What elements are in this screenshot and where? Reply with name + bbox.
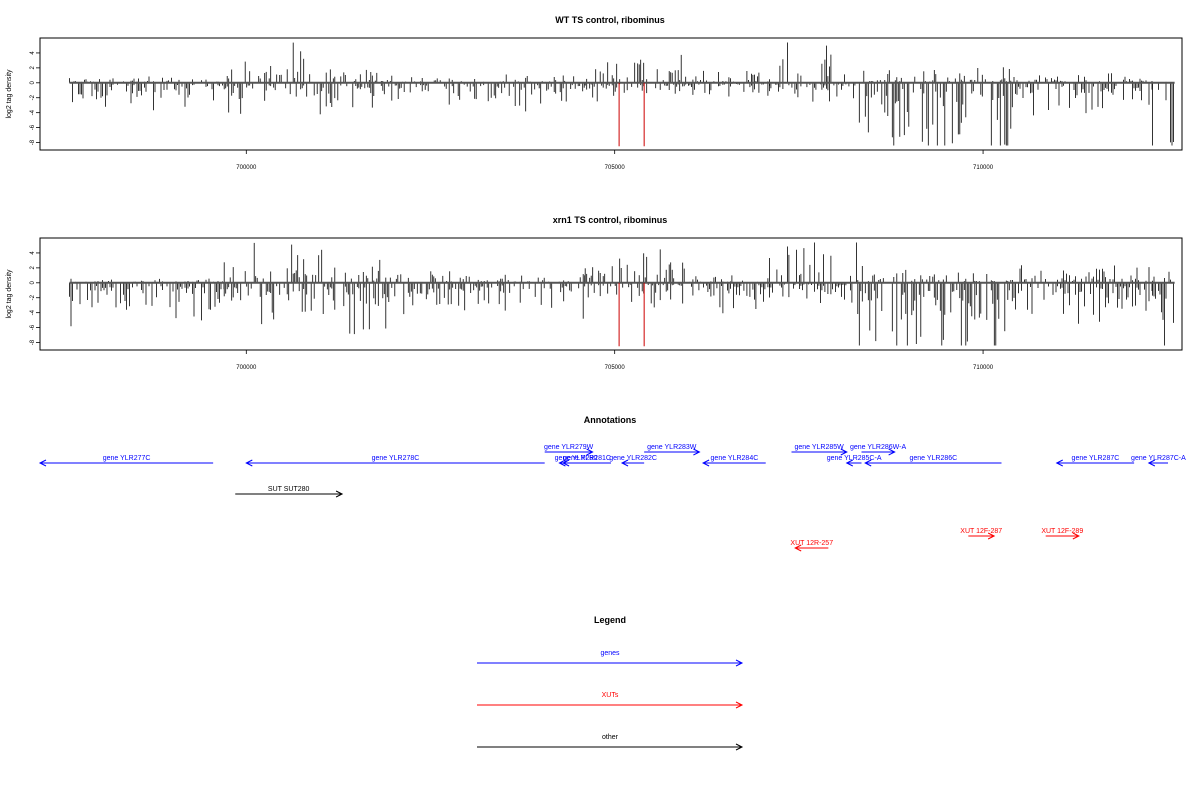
feature-arrow-head bbox=[1055, 459, 1063, 467]
y-tick-label: -2 bbox=[30, 94, 36, 100]
feature-label: gene YLR287C bbox=[1072, 455, 1120, 462]
y-tick-label: -2 bbox=[30, 294, 36, 300]
legend-title: Legend bbox=[594, 615, 626, 625]
feature-gene: gene YLR279W bbox=[544, 444, 594, 456]
y-tick-label: -6 bbox=[30, 324, 36, 330]
feature-label: XUT 12R-257 bbox=[790, 540, 833, 547]
feature-arrow-head bbox=[864, 459, 872, 467]
feature-label: XUT 12F-287 bbox=[960, 528, 1002, 535]
y-tick-label: 0 bbox=[30, 80, 36, 84]
feature-xut: XUT 12F-289 bbox=[1041, 528, 1083, 540]
feature-arrow-head bbox=[620, 459, 629, 467]
feature-gene: gene YLR283W bbox=[644, 444, 701, 456]
feature-arrow-head bbox=[845, 459, 853, 467]
feature-arrow-head bbox=[1072, 532, 1080, 540]
legend-label: other bbox=[602, 734, 619, 741]
xrn1-density-panel: xrn1 TS control, ribominus log2 tag dens… bbox=[6, 215, 1183, 371]
feature-gene: gene YLR281C bbox=[561, 455, 611, 467]
y-tick-label: -8 bbox=[30, 339, 36, 345]
feature-label: gene YLR286W-A bbox=[850, 444, 906, 451]
feature-label: gene YLR281C bbox=[563, 455, 611, 462]
feature-label: gene YLR279W bbox=[544, 444, 594, 451]
feature-gene: gene YLR285W bbox=[791, 444, 848, 456]
feature-xut: XUT 12R-257 bbox=[790, 540, 833, 552]
feature-label: gene YLR277C bbox=[103, 455, 151, 462]
plot-frame bbox=[39, 37, 1183, 151]
y-tick-label: 2 bbox=[30, 66, 36, 70]
feature-arrow-head bbox=[987, 532, 996, 540]
feature-arrow-head bbox=[888, 448, 896, 456]
feature-gene: gene YLR286W-A bbox=[850, 444, 906, 456]
wt-density-panel: WT TS control, ribominus log2 tag densit… bbox=[6, 15, 1183, 171]
y-tick-label: -8 bbox=[30, 139, 36, 145]
feature-arrow-head bbox=[38, 459, 47, 467]
feature-label: gene YLR284C bbox=[711, 455, 759, 462]
feature-gene: gene YLR284C bbox=[701, 455, 766, 467]
feature-arrow-head bbox=[701, 459, 710, 467]
feature-arrow-head bbox=[794, 544, 802, 552]
feature-arrow-head bbox=[693, 448, 701, 456]
annotations-track: Annotations gene YLR277C gene YLR278C gene… bbox=[38, 415, 1186, 552]
legend-arrow-head bbox=[735, 659, 744, 667]
legend-arrow-head bbox=[735, 701, 744, 709]
legend-item-xut: XUTs bbox=[477, 692, 744, 709]
legend-label: XUTs bbox=[602, 692, 619, 699]
y-tick-label: 4 bbox=[30, 251, 36, 255]
feature-label: gene YLR280 bbox=[555, 455, 598, 462]
feature-label: gene YLR285C-A bbox=[827, 455, 882, 462]
x-tick-label: 710000 bbox=[973, 365, 994, 371]
feature-label: XUT 12F-289 bbox=[1041, 528, 1083, 535]
density-bars bbox=[69, 242, 1174, 346]
feature-gene: gene YLR285C-A bbox=[827, 455, 882, 467]
legend-item-other: other bbox=[477, 734, 744, 751]
feature-label: gene YLR282C bbox=[609, 455, 657, 462]
feature-arrow-head bbox=[558, 459, 566, 467]
annotations-title: Annotations bbox=[584, 415, 637, 425]
y-tick-label: 4 bbox=[30, 51, 36, 55]
feature-label: gene YLR287C-A bbox=[1131, 455, 1186, 462]
y-tick-label: -6 bbox=[30, 124, 36, 130]
legend: Legend genes XUTs other bbox=[477, 615, 744, 751]
x-tick-label: 710000 bbox=[973, 165, 994, 171]
y-tick-label: -4 bbox=[30, 309, 36, 315]
feature-other: SUT SUT280 bbox=[235, 486, 344, 498]
feature-arrow-head bbox=[586, 448, 594, 456]
feature-gene: gene YLR287C-A bbox=[1131, 455, 1186, 467]
feature-gene: gene YLR287C bbox=[1055, 455, 1135, 467]
wt-panel-title: WT TS control, ribominus bbox=[555, 15, 665, 25]
feature-arrow-head bbox=[840, 448, 848, 456]
feature-arrow-head bbox=[245, 459, 253, 467]
feature-label: gene YLR278C bbox=[372, 455, 420, 462]
feature-arrow-head bbox=[335, 490, 344, 498]
legend-label: genes bbox=[600, 650, 620, 657]
y-tick-label: -4 bbox=[30, 109, 36, 115]
feature-xut: XUT 12F-287 bbox=[960, 528, 1002, 540]
feature-gene: gene YLR278C bbox=[245, 455, 545, 467]
x-tick-label: 705000 bbox=[605, 165, 626, 171]
plot-frame bbox=[39, 237, 1183, 351]
feature-gene: gene YLR282C bbox=[609, 455, 657, 467]
feature-label: SUT SUT280 bbox=[268, 486, 310, 493]
x-tick-label: 700000 bbox=[236, 165, 257, 171]
legend-item-gene: genes bbox=[477, 650, 744, 667]
density-bars bbox=[69, 42, 1174, 146]
y-tick-label: 2 bbox=[30, 266, 36, 270]
xrn1-panel-title: xrn1 TS control, ribominus bbox=[553, 215, 668, 225]
feature-label: gene YLR283W bbox=[647, 444, 697, 451]
feature-arrow-head bbox=[1147, 459, 1156, 467]
feature-gene: gene YLR277C bbox=[38, 455, 214, 467]
x-tick-label: 705000 bbox=[605, 365, 626, 371]
feature-arrow-head bbox=[561, 459, 570, 467]
xrn1-y-axis-label: log2 tag density bbox=[6, 269, 13, 319]
feature-label: gene YLR285W bbox=[794, 444, 844, 451]
legend-arrow-head bbox=[735, 743, 744, 751]
y-tick-label: 0 bbox=[30, 280, 36, 284]
feature-gene: gene YLR286C bbox=[864, 455, 1002, 467]
wt-y-axis-label: log2 tag density bbox=[6, 69, 13, 119]
x-tick-label: 700000 bbox=[236, 365, 257, 371]
feature-label: gene YLR286C bbox=[909, 455, 957, 462]
